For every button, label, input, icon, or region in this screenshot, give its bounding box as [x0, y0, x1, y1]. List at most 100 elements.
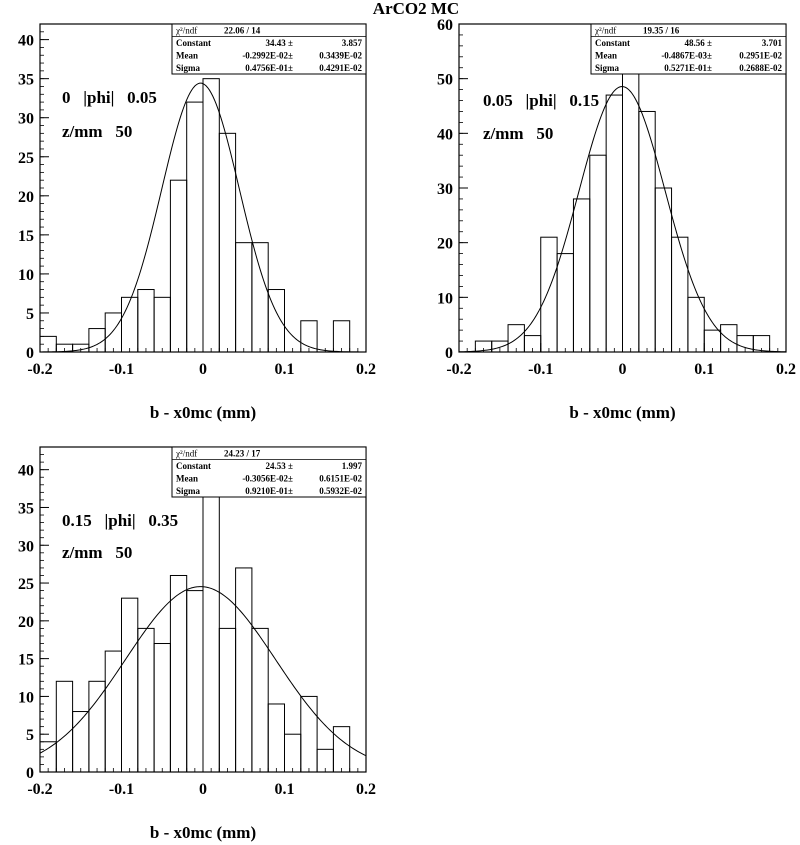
y-tick-label: 0 [445, 345, 453, 362]
histogram-bar [251, 627, 269, 773]
stats-row-error: 1.997 [342, 461, 363, 471]
histogram-panel-3: 0 5 10 15 20 25 30 35 40 -0.2 -0.1 0 0.1 0.2 χ²/ndf 24.… [18, 446, 376, 842]
histogram-panel-1: 0 5 10 15 20 25 30 35 40 -0.2 -0.1 0 0.1 0.2 χ²/ndf 22.… [18, 23, 376, 422]
x-axis-label: b - x0mc (mm) [150, 823, 256, 842]
stats-row-value: 0.5271E-01± [664, 63, 712, 73]
stats-row-label: Sigma [176, 486, 201, 496]
x-axis-label: b - x0mc (mm) [150, 403, 256, 422]
stats-row-error: 0.5932E-02 [319, 486, 362, 496]
y-tick-label: 60 [437, 17, 453, 34]
histogram-bar [687, 296, 705, 353]
stats-row-error: 3.857 [342, 38, 363, 48]
histogram-bar [121, 597, 139, 773]
x-tick-label: -0.1 [109, 781, 134, 798]
histogram-bar [556, 253, 574, 353]
stats-row-label: Mean [176, 51, 198, 61]
gaussian-fit-curve [39, 586, 367, 757]
histogram-bar [720, 324, 738, 353]
y-tick-label: 10 [437, 290, 453, 307]
y-tick-label: 25 [18, 576, 34, 593]
histogram-bar [284, 733, 302, 773]
chi2-label: χ²/ndf [594, 26, 616, 36]
chi2-value: 24.23 / 17 [224, 449, 261, 459]
x-tick-label: 0 [619, 361, 627, 378]
panel-annotation: z/mm 50 [62, 122, 132, 141]
histogram-bar [104, 312, 122, 353]
histogram-bar [121, 296, 139, 353]
histogram-bar [540, 236, 558, 353]
panel-annotation: 0 |phi| 0.05 [62, 88, 157, 107]
stats-row-value: 48.56 ± [685, 38, 713, 48]
x-tick-label: 0.1 [275, 361, 295, 378]
gaussian-fit-curve [458, 86, 787, 353]
stats-row-value: -0.4867E-03± [661, 51, 712, 61]
y-tick-label: 35 [18, 72, 34, 89]
gaussian-fit-curve [39, 82, 367, 353]
histogram-bar [137, 627, 155, 773]
stats-row-value: 0.4756E-01± [245, 63, 293, 73]
histogram-bar [186, 590, 204, 773]
figure-title: ArCO2 MC [373, 0, 459, 18]
histogram-bar [267, 289, 286, 353]
histogram-bar [169, 574, 188, 773]
panel-annotation: z/mm 50 [62, 543, 132, 562]
histogram-bar [218, 627, 237, 773]
stats-row-error: 0.6151E-02 [319, 474, 362, 484]
y-tick-label: 20 [437, 236, 453, 253]
x-tick-label: 0.2 [776, 361, 796, 378]
histogram-bar [55, 680, 74, 773]
chi2-value: 19.35 / 16 [643, 26, 680, 36]
histogram-bar [300, 320, 318, 353]
y-tick-label: 20 [18, 189, 34, 206]
chi2-label: χ²/ndf [175, 449, 197, 459]
stats-row-value: 34.43 ± [266, 38, 294, 48]
y-tick-label: 20 [18, 614, 34, 631]
x-tick-label: 0 [199, 781, 207, 798]
histogram-bar [202, 476, 220, 773]
x-tick-label: 0.2 [356, 361, 376, 378]
histogram-bar [671, 236, 689, 353]
histogram-bar [589, 154, 607, 353]
y-tick-label: 0 [26, 765, 34, 782]
histogram-bar [153, 643, 171, 773]
fit-stats-box: χ²/ndf 24.23 / 17 Constant 24.53 ± 1.997 Mean… [171, 446, 367, 498]
histogram-bar [572, 198, 591, 353]
x-tick-label: 0.1 [694, 361, 714, 378]
stats-row-error: 0.4291E-02 [319, 63, 362, 73]
y-tick-label: 15 [18, 228, 34, 245]
stats-row-label: Constant [176, 38, 211, 48]
stats-row-error: 0.3439E-02 [319, 51, 362, 61]
x-tick-label: -0.1 [528, 361, 553, 378]
y-tick-label: 50 [437, 72, 453, 89]
panel-annotation: z/mm 50 [483, 124, 553, 143]
histogram-bar [507, 324, 525, 353]
histogram-bar [153, 296, 171, 353]
y-tick-label: 40 [437, 126, 453, 143]
y-tick-label: 10 [18, 267, 34, 284]
stats-row-label: Sigma [595, 63, 620, 73]
stats-row-error: 3.701 [762, 38, 783, 48]
x-tick-label: -0.1 [109, 361, 134, 378]
stats-row-value: -0.2992E-02± [242, 51, 293, 61]
panel-annotation: 0.15 |phi| 0.35 [62, 511, 178, 530]
stats-row-label: Constant [595, 38, 630, 48]
histogram-bar [169, 179, 188, 353]
histogram-panel-2: 0 10 20 30 40 50 60 -0.2 -0.1 0 0.1 0.2 χ²/ndf 19.35 … [437, 17, 796, 422]
y-tick-label: 0 [26, 345, 34, 362]
x-tick-label: 0.1 [275, 781, 295, 798]
stats-row-value: -0.3056E-02± [242, 474, 293, 484]
y-tick-label: 30 [18, 538, 34, 555]
fit-stats-box: χ²/ndf 22.06 / 14 Constant 34.43 ± 3.857 Mean… [171, 23, 367, 75]
y-tick-label: 5 [26, 727, 34, 744]
y-tick-label: 25 [18, 150, 34, 167]
y-tick-label: 15 [18, 652, 34, 669]
histogram-bar [202, 78, 220, 353]
y-tick-label: 40 [18, 33, 34, 50]
stats-row-label: Constant [176, 461, 211, 471]
panel-annotation: 0.05 |phi| 0.15 [483, 91, 599, 110]
stats-box-frame [590, 23, 787, 75]
x-tick-label: -0.2 [27, 361, 52, 378]
x-tick-label: -0.2 [27, 781, 52, 798]
x-axis-label: b - x0mc (mm) [569, 403, 675, 422]
